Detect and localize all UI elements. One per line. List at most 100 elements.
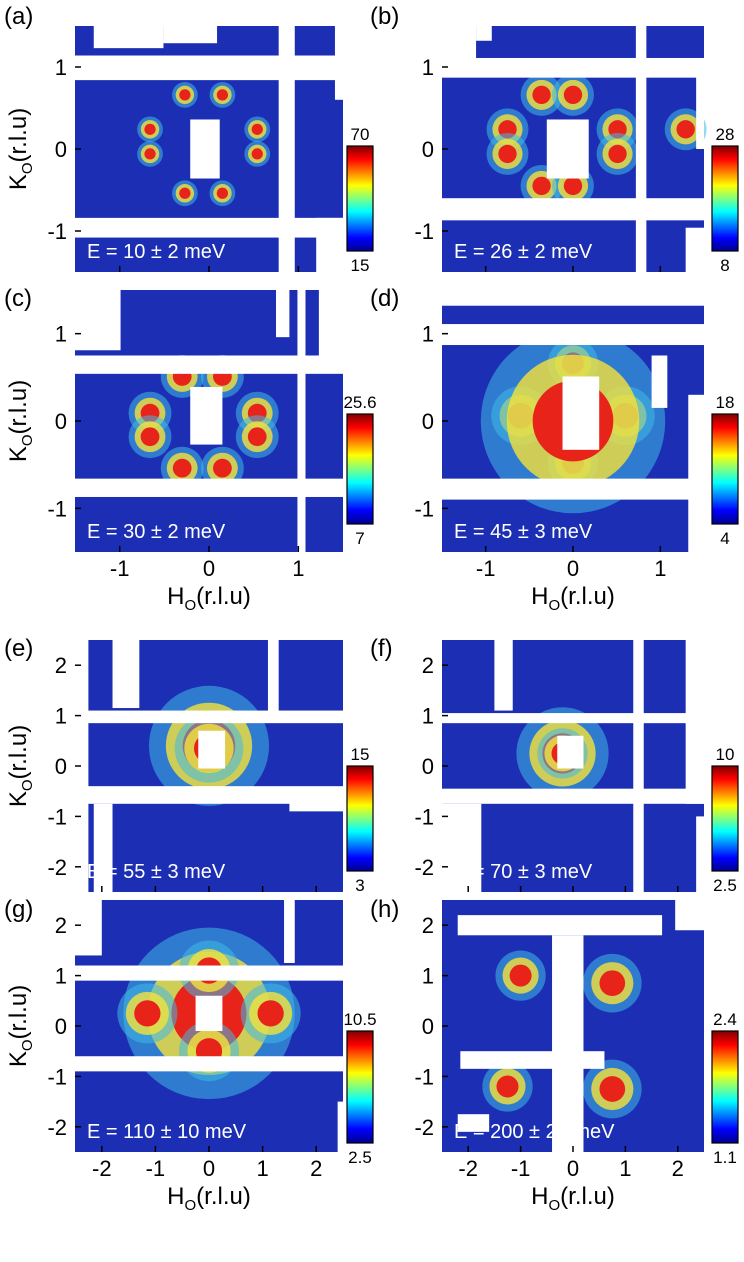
- mask-region: [334, 26, 343, 100]
- y-tick-label: -1: [47, 496, 67, 521]
- y-tick-label: -1: [414, 496, 434, 521]
- mask-region: [651, 355, 668, 408]
- intensity-feature: [209, 180, 236, 207]
- mask-region: [633, 640, 644, 892]
- intensity-feature: [596, 132, 639, 175]
- x-tick-label: 1: [654, 556, 666, 581]
- panel-e: 2 1 0 -1 -2 KO(r.l.u) (e) E = 55 ± 3 meV 15 3: [4, 635, 374, 895]
- intensity-feature: [240, 983, 301, 1044]
- intensity-feature: [520, 73, 563, 116]
- svg-text:HO(r.l.u): HO(r.l.u): [167, 1183, 251, 1214]
- energy-annotation: E = 110 ± 10 meV: [87, 1121, 247, 1143]
- x-tick-label: -2: [458, 1156, 478, 1181]
- mask-region: [75, 290, 121, 351]
- mask-region: [635, 26, 647, 272]
- x-tick-label: -1: [511, 1156, 531, 1181]
- x-tick-label: -2: [92, 1156, 112, 1181]
- mask-region: [442, 290, 704, 306]
- energy-annotation: E = 200 ± 20 meV: [454, 1121, 615, 1143]
- y-tick-label: -1: [47, 1064, 67, 1089]
- panel-h: 2 1 0 -1 -2 -2 -1 0 1 2 HO(r.l.u) (h) E = 200 ± 20 m…: [370, 896, 739, 1214]
- y-tick-label: 1: [55, 55, 67, 80]
- intensity-feature: [244, 141, 271, 167]
- mask-region: [289, 791, 343, 812]
- y-axis-label: KO(r.l.u): [5, 380, 36, 462]
- mask-region: [75, 786, 343, 804]
- svg-text:HO(r.l.u): HO(r.l.u): [531, 1183, 615, 1214]
- x-axis-label: HO(r.l.u): [167, 1183, 251, 1214]
- mask-region: [75, 478, 343, 497]
- mask-region: [476, 26, 492, 41]
- mask-region: [75, 900, 102, 956]
- x-tick-label: 0: [203, 556, 215, 581]
- y-axis-label: KO(r.l.u): [5, 108, 36, 190]
- x-axis-label: HO(r.l.u): [167, 583, 251, 614]
- intensity-feature: [582, 1059, 642, 1119]
- y-tick-label: -2: [47, 1115, 67, 1140]
- panel-a: 1 0 -1 KO(r.l.u) (a) E = 10 ± 2 meV 70 15: [4, 3, 374, 275]
- mask-region: [75, 640, 89, 892]
- intensity-feature: [486, 132, 529, 175]
- panel-label: (b): [370, 3, 399, 30]
- panel-label: (f): [370, 635, 393, 662]
- panel-label: (d): [370, 285, 399, 312]
- colorbar-max-label: 28: [716, 125, 735, 144]
- colorbar-min-label: 2.5: [713, 876, 737, 895]
- mask-region: [75, 1056, 343, 1072]
- panel-label: (c): [4, 285, 32, 312]
- mask-region: [442, 803, 482, 892]
- energy-annotation: E = 30 ± 2 meV: [87, 521, 226, 543]
- mask-region: [75, 217, 343, 238]
- intensity-feature: [582, 953, 642, 1013]
- y-tick-label: 0: [422, 1014, 434, 1039]
- mask-region: [75, 965, 343, 981]
- mask-region: [457, 1114, 490, 1132]
- intensity-feature: [137, 116, 163, 143]
- mask-region: [337, 1101, 343, 1152]
- colorbar-min-label: 3: [355, 876, 364, 895]
- x-tick-label: -1: [146, 1156, 166, 1181]
- mask-region: [316, 217, 343, 272]
- y-tick-label: 2: [55, 653, 67, 678]
- y-tick-label: -1: [47, 804, 67, 829]
- mask-region: [75, 55, 343, 81]
- y-tick-label: 0: [422, 137, 434, 162]
- x-tick-label: 1: [256, 1156, 268, 1181]
- energy-annotation: E = 55 ± 3 meV: [87, 861, 226, 883]
- energy-annotation: E = 10 ± 2 meV: [87, 241, 226, 263]
- y-tick-label: -2: [47, 855, 67, 880]
- intensity-feature: [172, 82, 198, 108]
- y-tick-label: -2: [414, 855, 434, 880]
- colorbar-min-label: 7: [355, 529, 364, 548]
- colorbar-max-label: 2.4: [713, 1010, 737, 1029]
- x-tick-label: -1: [110, 556, 130, 581]
- y-tick-label: 1: [422, 964, 434, 989]
- svg-text:HO(r.l.u): HO(r.l.u): [167, 583, 251, 614]
- colorbar-max-label: 25.6: [343, 393, 376, 412]
- intensity-feature: [172, 180, 198, 207]
- mask-region: [442, 324, 704, 346]
- colorbar: [346, 413, 374, 525]
- mask-region: [562, 376, 600, 450]
- energy-annotation: E = 45 ± 3 meV: [454, 521, 593, 543]
- mask-region: [284, 900, 295, 963]
- x-tick-label: 0: [567, 1156, 579, 1181]
- svg-text:HO(r.l.u): HO(r.l.u): [531, 583, 615, 614]
- mask-region: [93, 803, 113, 892]
- colorbar: [711, 145, 739, 252]
- mask-region: [190, 386, 223, 445]
- colorbar: [711, 765, 739, 872]
- colorbar: [346, 145, 374, 252]
- svg-text:KO(r.l.u): KO(r.l.u): [5, 380, 36, 462]
- y-tick-label: 2: [55, 913, 67, 938]
- y-tick-label: 1: [422, 55, 434, 80]
- intensity-feature: [244, 116, 271, 143]
- mask-region: [163, 26, 218, 44]
- colorbar-min-label: 15: [351, 256, 370, 275]
- panel-label: (e): [4, 635, 33, 662]
- y-tick-label: 1: [422, 704, 434, 729]
- mask-region: [442, 57, 704, 78]
- intensity-feature: [482, 1061, 533, 1112]
